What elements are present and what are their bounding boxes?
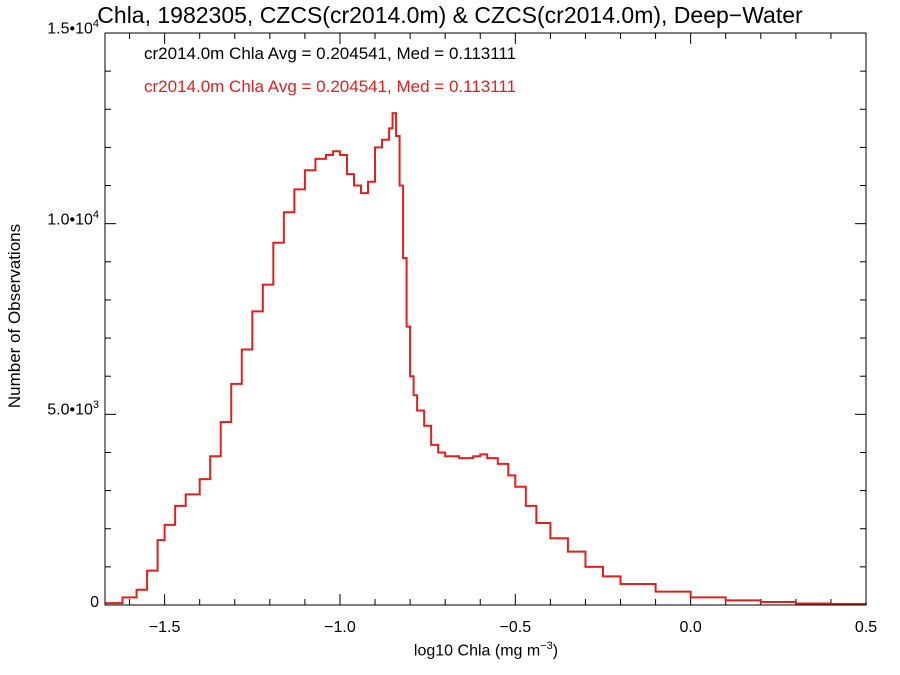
x-axis-label-end: ) <box>552 642 559 660</box>
x-axis-label-main: log10 Chla (mg m <box>413 642 541 660</box>
axis-ticks <box>105 32 867 606</box>
x-tick-label: −0.5 <box>499 619 532 636</box>
y-tick-label: 1.5•104 <box>47 18 99 38</box>
x-axis-label-exponent: −3 <box>540 640 553 652</box>
stat-label-red: cr2014.0m Chla Avg = 0.204541, Med = 0.1… <box>144 77 517 96</box>
x-tick-label: −1.5 <box>148 619 181 636</box>
y-axis-label: Number of Observations <box>5 223 24 409</box>
y-tick-label: 0 <box>90 594 99 611</box>
plot-frame <box>104 32 867 606</box>
stat-label-black: cr2014.0m Chla Avg = 0.204541, Med = 0.1… <box>144 44 517 63</box>
x-tick-label: 0.5 <box>854 619 878 636</box>
x-tick-label: 0.0 <box>679 619 702 636</box>
series-line <box>105 112 867 606</box>
x-axis-label: log10 Chla (mg m−3) <box>414 640 558 660</box>
x-tick-label: −1.0 <box>324 619 356 636</box>
y-tick-label: 5.0•103 <box>47 399 99 419</box>
y-tick-label: 1.0•104 <box>47 208 99 228</box>
chart-title: Chla, 1982305, CZCS(cr2014.0m) & CZCS(cr… <box>97 2 803 28</box>
